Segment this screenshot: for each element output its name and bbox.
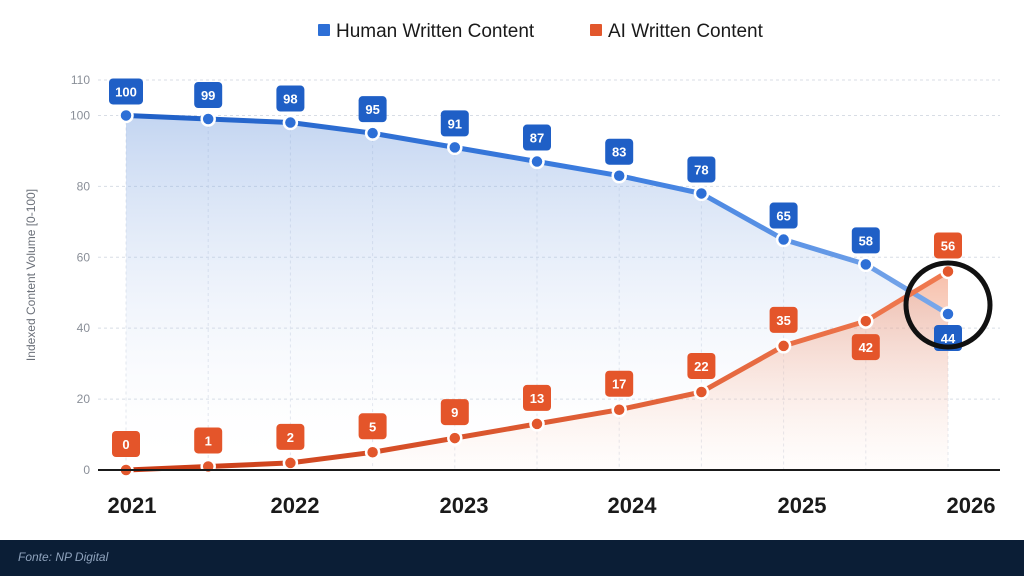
human-point bbox=[364, 125, 381, 141]
y-axis-label: Indexed Content Volume [0-100] bbox=[24, 189, 38, 361]
ai-data-label: 56 bbox=[941, 238, 955, 253]
y-axis: 0 20 40 60 80 100 110 bbox=[70, 73, 90, 477]
data-labels: 100 99 98 95 91 87 83 78 65 58 44 0 1 2 5 9 13 17 22 35 42 56 bbox=[109, 78, 962, 457]
human-data-label-box bbox=[851, 227, 880, 254]
human-point bbox=[775, 231, 792, 248]
human-point bbox=[529, 153, 545, 170]
ai-data-label-box bbox=[276, 423, 305, 450]
human-data-label: 99 bbox=[201, 88, 215, 103]
ai-point bbox=[529, 416, 545, 432]
ai-area bbox=[126, 271, 948, 470]
source-credit: Fonte: NP Digital bbox=[18, 550, 109, 564]
x-tick-label: 2022 bbox=[271, 493, 320, 518]
ai-data-label-box bbox=[769, 306, 798, 333]
human-data-label-box bbox=[687, 156, 716, 183]
ai-point bbox=[693, 384, 710, 400]
human-data-label: 100 bbox=[115, 84, 137, 99]
x-tick-label: 2021 bbox=[108, 493, 157, 518]
human-data-label-box bbox=[194, 82, 223, 108]
ai-data-label-box bbox=[851, 334, 880, 361]
ai-data-label-box bbox=[358, 413, 387, 440]
x-tick-label: 2023 bbox=[440, 493, 489, 518]
ai-point bbox=[282, 455, 299, 471]
legend-swatch bbox=[590, 24, 602, 36]
ai-data-label: 5 bbox=[369, 419, 376, 434]
y-tick-label: 0 bbox=[83, 463, 90, 477]
human-data-label: 44 bbox=[941, 331, 956, 346]
y-tick-label: 100 bbox=[70, 108, 90, 122]
ai-data-label: 42 bbox=[859, 340, 873, 355]
data-points bbox=[118, 107, 956, 478]
human-point bbox=[940, 306, 956, 322]
human-data-label-box bbox=[769, 202, 798, 229]
ai-data-label: 17 bbox=[612, 377, 626, 392]
ai-data-label: 0 bbox=[122, 437, 129, 452]
ai-point bbox=[611, 401, 627, 418]
x-tick-label: 2025 bbox=[778, 493, 827, 518]
area-fills bbox=[126, 115, 948, 470]
human-data-label-box bbox=[523, 124, 551, 151]
human-data-label: 83 bbox=[612, 145, 626, 160]
legend-label: AI Written Content bbox=[608, 21, 764, 42]
ai-data-label-box bbox=[440, 399, 469, 426]
ai-data-label-box bbox=[934, 232, 962, 259]
ai-data-label: 2 bbox=[287, 430, 294, 445]
ai-data-label-box bbox=[194, 427, 223, 454]
ai-data-label-box bbox=[605, 370, 634, 397]
crossover-highlight bbox=[903, 260, 993, 350]
human-data-label: 58 bbox=[859, 233, 873, 248]
human-data-label-box bbox=[358, 96, 387, 123]
legend-swatch bbox=[318, 24, 330, 36]
human-data-label: 95 bbox=[365, 102, 379, 117]
human-data-label: 91 bbox=[448, 116, 462, 131]
human-point bbox=[858, 256, 874, 273]
y-tick-label: 20 bbox=[77, 392, 91, 406]
human-data-label-box bbox=[276, 85, 305, 112]
human-point bbox=[611, 167, 627, 184]
ai-data-label: 35 bbox=[776, 313, 790, 328]
ai-data-label: 9 bbox=[451, 405, 458, 420]
ai-point bbox=[447, 430, 463, 446]
y-tick-label: 110 bbox=[71, 73, 90, 87]
human-point bbox=[118, 107, 134, 124]
x-tick-label: 2024 bbox=[608, 493, 658, 518]
human-data-label-box bbox=[109, 78, 143, 105]
y-tick-label: 40 bbox=[77, 321, 91, 335]
y-axis-title: Indexed Content Volume [0-100] bbox=[24, 189, 38, 361]
footer-bar: Fonte: NP Digital bbox=[0, 540, 1024, 576]
ai-point bbox=[200, 458, 216, 475]
x-tick-label: 2026 bbox=[947, 493, 996, 518]
human-data-label: 87 bbox=[530, 131, 544, 146]
ai-point bbox=[858, 313, 874, 329]
ai-data-label-box bbox=[687, 353, 716, 379]
ai-data-label: 1 bbox=[205, 433, 212, 448]
human-point bbox=[693, 185, 710, 202]
line-chart: Human Written Content AI Written Content … bbox=[24, 21, 1000, 518]
highlight-ring bbox=[903, 260, 993, 350]
legend-label: Human Written Content bbox=[336, 21, 535, 42]
y-tick-label: 80 bbox=[77, 179, 91, 193]
human-data-label-box bbox=[440, 110, 469, 137]
human-data-label: 98 bbox=[283, 92, 297, 107]
ai-point bbox=[775, 338, 792, 354]
ai-point bbox=[940, 263, 956, 280]
human-point bbox=[282, 114, 299, 131]
ai-data-label: 22 bbox=[694, 359, 708, 374]
ai-data-label-box bbox=[523, 384, 551, 411]
ai-point bbox=[364, 444, 381, 461]
human-data-label-box bbox=[605, 138, 634, 165]
legend: Human Written Content AI Written Content bbox=[318, 21, 764, 42]
human-point bbox=[447, 139, 463, 156]
human-data-label: 65 bbox=[776, 209, 790, 224]
human-point bbox=[200, 111, 216, 127]
y-tick-label: 60 bbox=[77, 250, 91, 264]
human-data-label: 78 bbox=[694, 162, 708, 177]
x-axis: 2021 2022 2023 2024 2025 2026 bbox=[98, 469, 1000, 518]
ai-data-label: 13 bbox=[530, 391, 544, 406]
ai-data-label-box bbox=[112, 431, 140, 457]
